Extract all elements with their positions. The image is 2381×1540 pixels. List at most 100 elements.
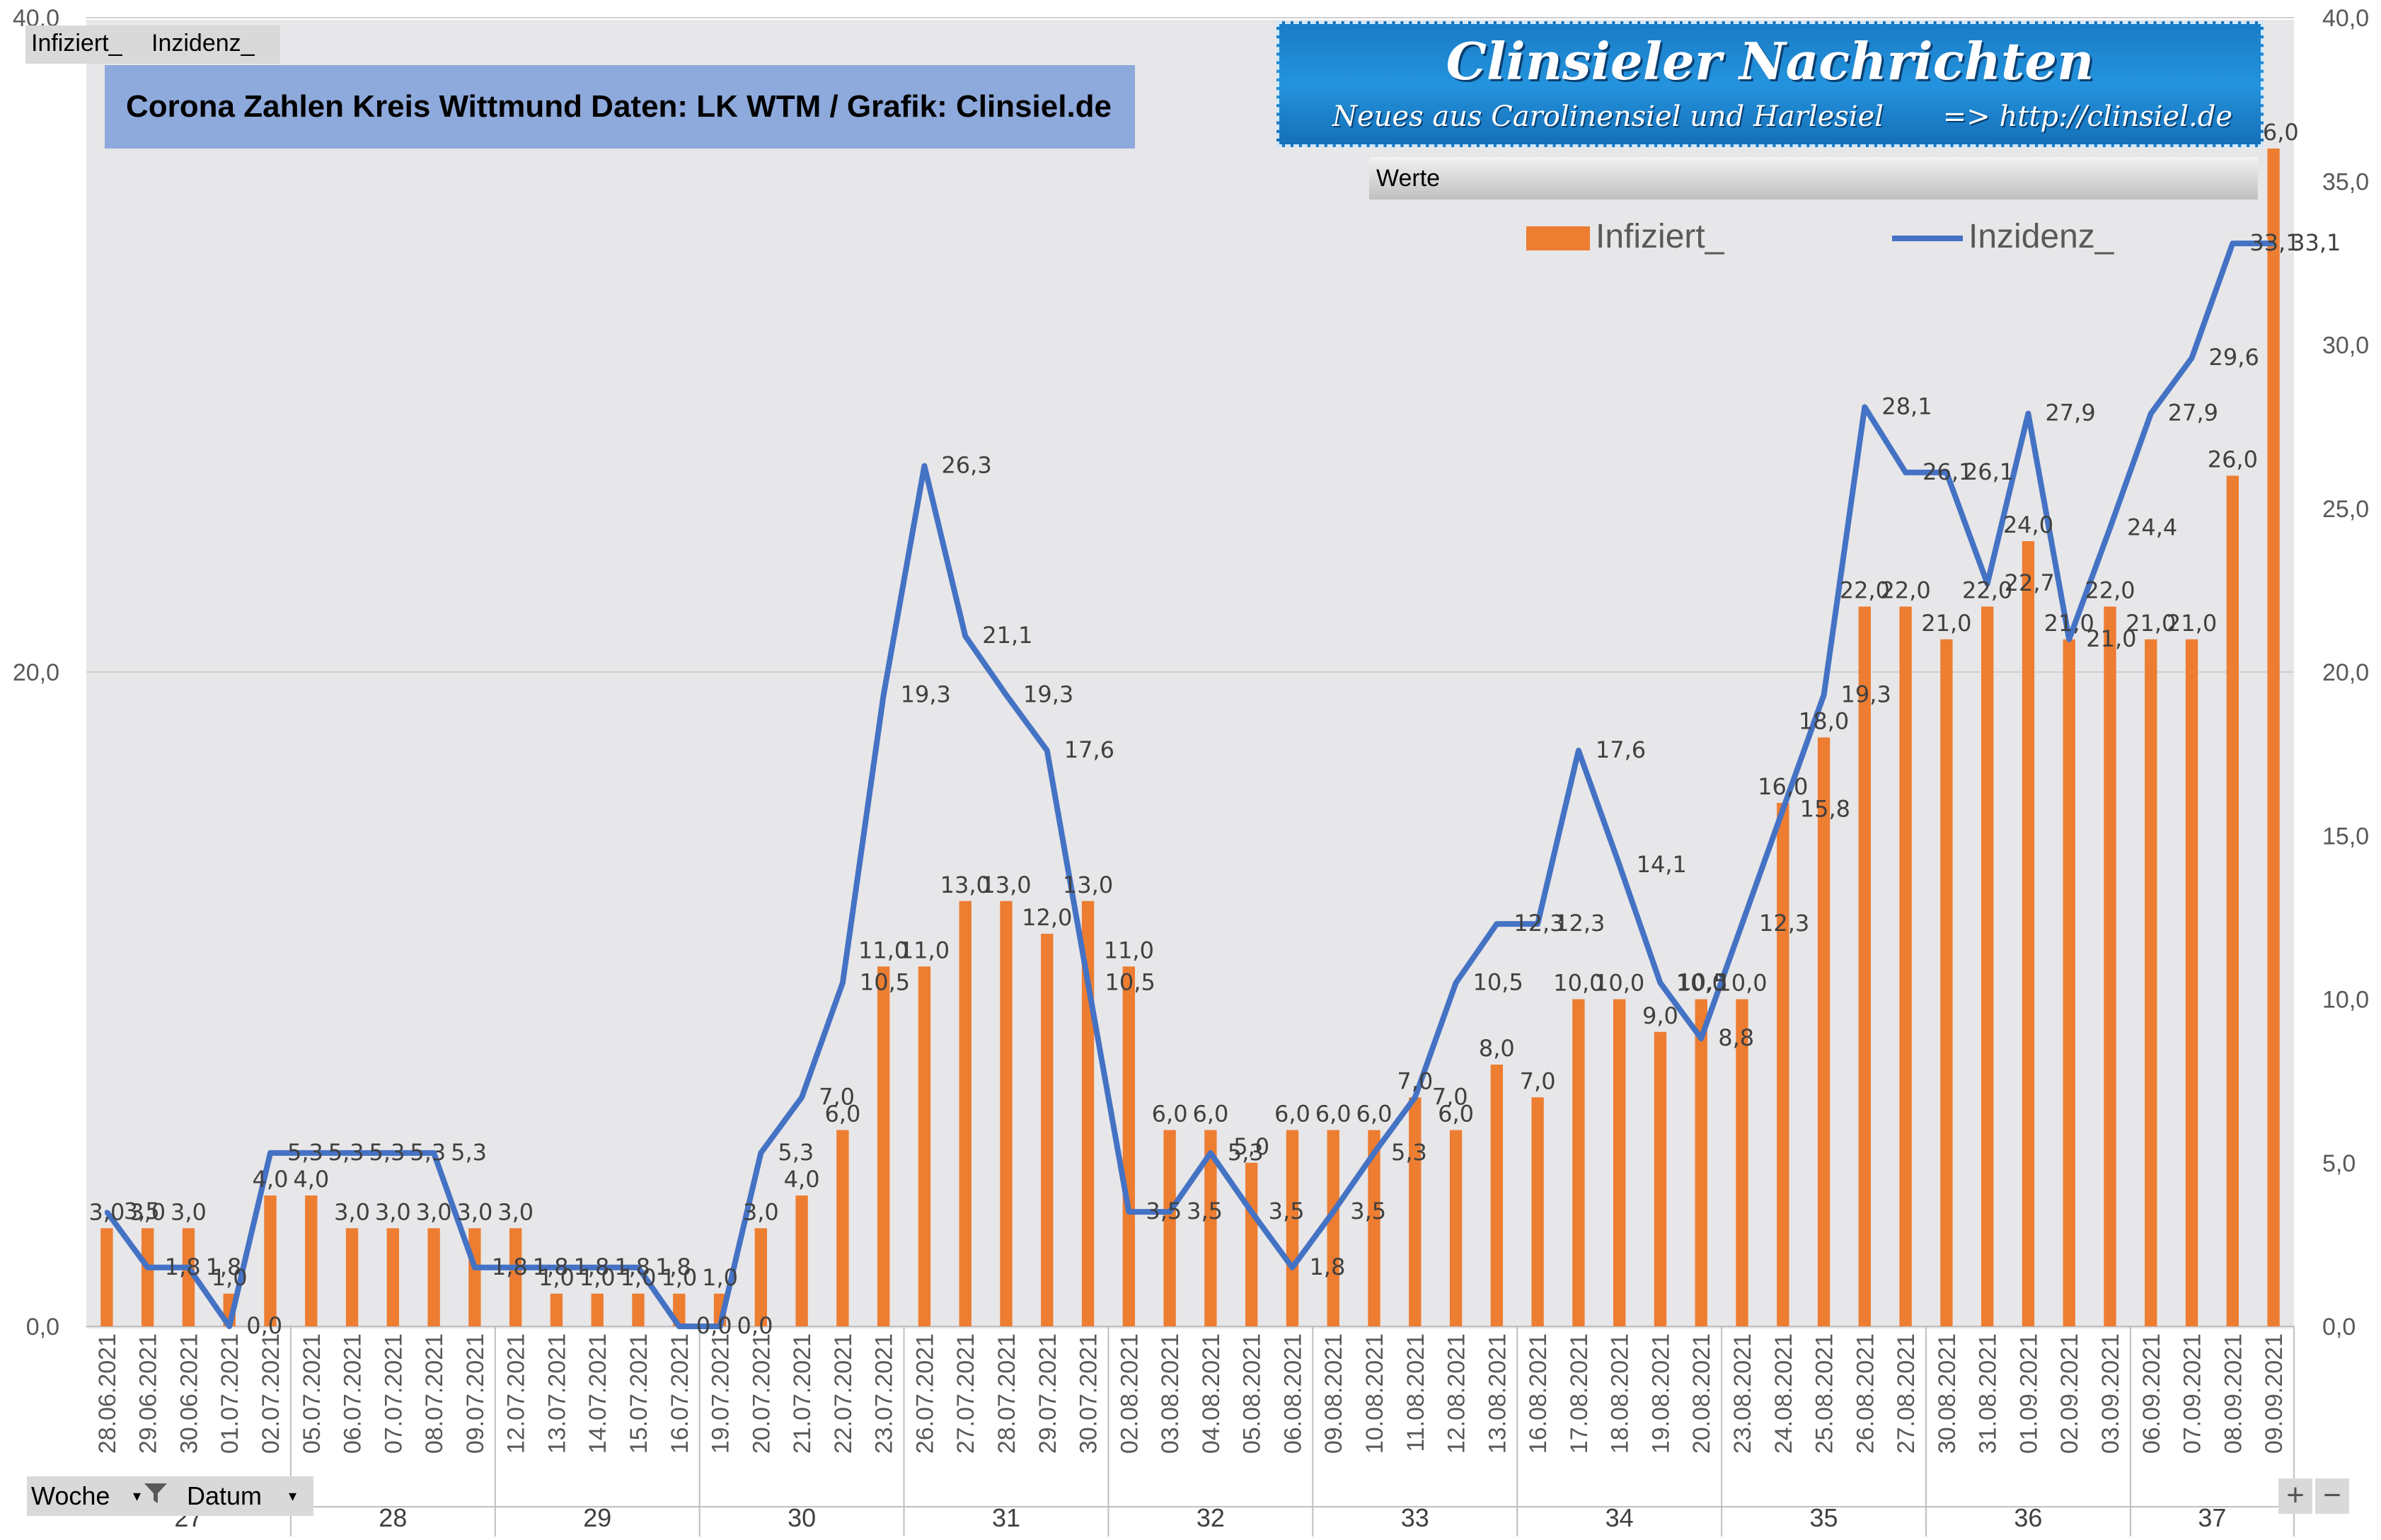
line-data-label: 33,1 [2249, 229, 2300, 256]
line-data-label: 5,3 [778, 1139, 814, 1166]
line-point [1208, 1150, 1213, 1155]
collapse-button[interactable]: − [2315, 1478, 2349, 1514]
bar [1654, 1031, 1667, 1326]
line-data-label: 29,6 [2209, 344, 2259, 371]
line-series [104, 241, 2276, 1329]
datum-field-button[interactable]: Datum [187, 1481, 263, 1510]
line-data-label: 28,1 [1881, 393, 1932, 419]
legend-line-swatch [1892, 236, 1963, 242]
legend-label-inzidenz: Inzidenz_ [1968, 218, 2114, 255]
line-data-label: 5,3 [1391, 1139, 1427, 1166]
line-point [840, 980, 845, 985]
woche-dropdown-icon[interactable]: ▾ [133, 1487, 142, 1505]
week-label: 29 [583, 1503, 611, 1532]
y-right-tick-label: 5,0 [2322, 1150, 2356, 1177]
line-point [1331, 1210, 1336, 1215]
bar-data-label: 8,0 [1479, 1035, 1515, 1062]
line-point [309, 1150, 313, 1155]
bar-series [100, 149, 2280, 1326]
line-point [1862, 405, 1867, 410]
line-point [1085, 980, 1090, 985]
bar [632, 1293, 645, 1326]
x-tick-label: 15.07.2021 [625, 1333, 652, 1454]
line-point [1617, 862, 1622, 867]
bar [509, 1228, 522, 1326]
x-tick-label: 20.08.2021 [1688, 1333, 1715, 1454]
bar [1000, 901, 1013, 1326]
bar-data-label: 21,0 [1921, 610, 1971, 637]
x-tick-label: 03.08.2021 [1157, 1333, 1184, 1454]
week-label: 31 [992, 1503, 1020, 1532]
line-point [1494, 922, 1499, 927]
pill-inzidenz[interactable]: Inzidenz_ [151, 30, 255, 57]
week-label: 36 [2014, 1503, 2042, 1532]
bar-data-label: 1,0 [580, 1264, 616, 1291]
filter-icon[interactable] [142, 1479, 170, 1519]
line-point [1944, 470, 1949, 475]
x-tick-label: 07.07.2021 [380, 1333, 407, 1454]
x-tick-label: 27.07.2021 [952, 1333, 979, 1454]
bar-data-label: 6,0 [824, 1101, 860, 1128]
line-point [1699, 1036, 1704, 1041]
bar-data-label: 21,0 [2044, 610, 2094, 637]
line-point [1535, 922, 1540, 927]
bar-data-label: 13,0 [1063, 872, 1113, 898]
x-tick-label: 23.08.2021 [1729, 1333, 1756, 1454]
y-right-tick-label: 30,0 [2322, 332, 2369, 359]
week-label: 32 [1197, 1503, 1225, 1532]
bar-data-label: 6,0 [1356, 1101, 1393, 1128]
bar [1736, 999, 1748, 1326]
bar-data-label: 6,0 [1315, 1101, 1351, 1128]
bar-data-label: 3,0 [416, 1198, 452, 1225]
bar [1204, 1130, 1217, 1326]
datum-dropdown-icon[interactable]: ▾ [289, 1487, 297, 1505]
bar [754, 1228, 767, 1326]
line-point [1576, 748, 1581, 753]
pill-infiziert[interactable]: Infiziert_ [31, 30, 122, 57]
bar-data-label: 4,0 [784, 1166, 820, 1193]
line-point [104, 1210, 109, 1215]
werte-field-button[interactable]: Werte [1369, 157, 2258, 199]
x-tick-label: 06.09.2021 [2138, 1333, 2165, 1454]
x-tick-label: 29.06.2021 [135, 1333, 162, 1454]
banner-title: Clinsieler Nachrichten [1446, 31, 2094, 91]
line-data-label: 5,3 [1228, 1139, 1264, 1166]
bar [1858, 606, 1871, 1326]
bar [795, 1195, 808, 1326]
line-data-label: 1,8 [205, 1254, 241, 1280]
x-tick-label: 10.08.2021 [1361, 1333, 1388, 1454]
y-right-tick-label: 15,0 [2322, 823, 2369, 850]
line-point [1372, 1150, 1376, 1155]
x-tick-label: 11.08.2021 [1402, 1333, 1429, 1452]
x-tick-label: 06.08.2021 [1279, 1333, 1306, 1454]
x-tick-label: 24.08.2021 [1770, 1333, 1797, 1454]
line-data-label: 22,7 [2005, 569, 2055, 596]
bar [1940, 639, 1953, 1326]
line-data-label: 5,3 [328, 1139, 364, 1166]
chart-title: Corona Zahlen Kreis Wittmund Daten: LK W… [126, 89, 1112, 124]
woche-field-button[interactable]: Woche [31, 1481, 110, 1510]
line-data-label: 1,8 [533, 1254, 569, 1280]
bar-data-label: 7,0 [1397, 1067, 1433, 1094]
line-data-label: 1,8 [573, 1254, 609, 1280]
bar [345, 1228, 359, 1326]
line-point [145, 1265, 150, 1270]
line-data-label: 12,3 [1759, 910, 1809, 937]
bar [1817, 737, 1831, 1326]
expand-button[interactable]: + [2278, 1478, 2312, 1514]
bar-data-label: 6,0 [1192, 1101, 1228, 1128]
bar [1245, 1162, 1258, 1326]
line-point [2189, 356, 2194, 360]
axis-field-buttons: Woche ▾ Datum ▾ [27, 1476, 313, 1516]
bar [1531, 1097, 1544, 1326]
bar [959, 901, 972, 1326]
line-point [227, 1324, 232, 1328]
bar [918, 966, 931, 1326]
bar [2226, 475, 2239, 1326]
bar [1572, 999, 1585, 1326]
line-point [391, 1150, 396, 1155]
bar-data-label: 3,0 [375, 1198, 411, 1225]
filter-pill-group[interactable]: Infiziert_ Inzidenz_ [25, 25, 280, 64]
bar-data-label: 4,0 [293, 1166, 329, 1193]
line-data-label: 8,8 [1718, 1024, 1754, 1051]
